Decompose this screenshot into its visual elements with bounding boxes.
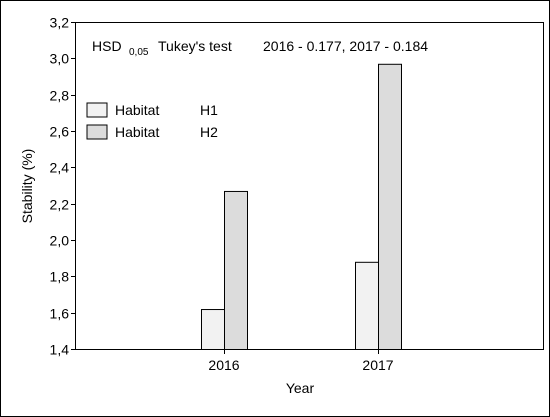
- annotation-values: 2016 - 0.177, 2017 - 0.184: [263, 38, 428, 54]
- bar-h2-2017: [378, 63, 402, 351]
- y-tick-label: 1,4: [50, 342, 70, 358]
- legend-name-h2: H2: [200, 124, 218, 140]
- y-axis: 1,4 1,6 1,8 2,0 2,2 2,4 2,6 2,8 3,0 3,2: [50, 15, 76, 358]
- legend-label-h2: Habitat: [115, 124, 159, 140]
- annotation-hsd: HSD: [92, 38, 122, 54]
- y-tick-label: 2,6: [50, 124, 70, 140]
- x-tick-label: 2017: [362, 357, 393, 373]
- y-axis-label: Stability (%): [19, 149, 35, 224]
- y-tick-label: 2,0: [50, 233, 70, 249]
- legend-name-h1: H1: [200, 102, 218, 118]
- legend-label-h1: Habitat: [115, 102, 159, 118]
- annotation-test-name: Tukey's test: [158, 38, 232, 54]
- legend-swatch-h1: [86, 102, 108, 118]
- x-tick-label: 2016: [208, 357, 239, 373]
- y-tick-label: 2,4: [50, 160, 70, 176]
- bar-h2-2016: [224, 190, 248, 350]
- y-tick-label: 1,8: [50, 269, 70, 285]
- bar-h1-2017: [355, 261, 379, 350]
- legend: Habitat H1 Habitat H2: [86, 102, 218, 140]
- y-tick-label: 2,2: [50, 197, 70, 213]
- x-axis: 2016 2017: [208, 349, 394, 373]
- annotation-hsd-subscript: 0,05: [129, 47, 149, 58]
- x-axis-label: Year: [286, 380, 315, 396]
- plot-area-frame: [75, 22, 544, 350]
- bar-h1-2016: [201, 309, 225, 350]
- y-tick-label: 1,6: [50, 306, 70, 322]
- y-tick-label: 3,2: [50, 15, 70, 31]
- annotation: HSD 0,05 Tukey's test 2016 - 0.177, 2017…: [92, 38, 428, 58]
- y-tick-label: 2,8: [50, 88, 70, 104]
- y-tick-label: 3,0: [50, 51, 70, 67]
- legend-swatch-h2: [86, 124, 108, 140]
